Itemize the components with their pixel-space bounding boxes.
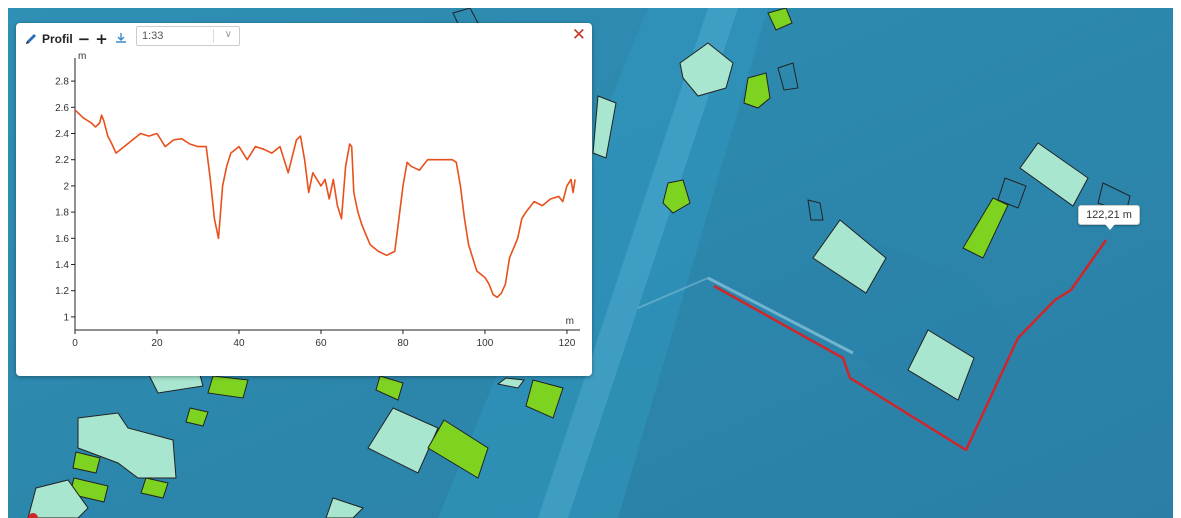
building-green <box>767 8 793 31</box>
y-tick-label: 1.6 <box>55 234 69 245</box>
building-outline <box>807 199 824 221</box>
scale-select[interactable]: 1:33 ∨ <box>136 26 240 46</box>
building-outline <box>777 62 799 91</box>
download-icon[interactable] <box>115 32 127 47</box>
x-axis-unit: m <box>566 316 574 327</box>
building <box>679 42 734 97</box>
y-tick-label: 2.8 <box>55 77 69 88</box>
zoom-out-button[interactable]: − <box>77 30 91 48</box>
building-green <box>72 451 101 474</box>
x-tick-label: 20 <box>151 338 163 349</box>
building <box>812 219 887 294</box>
field-area <box>718 238 1018 448</box>
x-tick-label: 40 <box>233 338 245 349</box>
building-green <box>525 379 564 419</box>
chevron-down-icon: ∨ <box>224 29 232 40</box>
building <box>907 329 975 401</box>
building-green <box>140 477 169 499</box>
y-tick-label: 2 <box>63 181 69 192</box>
building <box>77 412 177 479</box>
y-tick-label: 2.2 <box>55 155 69 166</box>
building-green <box>427 419 489 479</box>
profile-series-line <box>74 109 576 299</box>
close-icon[interactable]: ✕ <box>571 25 586 45</box>
start-marker[interactable] <box>28 513 38 518</box>
pencil-icon <box>24 32 38 46</box>
road-band <box>438 8 768 518</box>
building-green <box>185 407 209 427</box>
building <box>592 95 617 159</box>
building <box>367 407 439 474</box>
scale-value: 1:33 <box>142 30 164 42</box>
x-tick-label: 80 <box>397 338 409 349</box>
profile-toolbar: Profil − + <box>24 29 127 49</box>
building-green <box>743 72 771 109</box>
y-tick-label: 1.2 <box>55 286 69 297</box>
profile-title: Profil <box>42 32 73 46</box>
measure-distance-label: 122,21 m <box>1078 205 1140 230</box>
y-tick-label: 1.4 <box>55 260 69 271</box>
measure-line[interactable] <box>713 239 1108 452</box>
select-divider <box>213 29 214 43</box>
ditch-ridge <box>707 276 854 355</box>
y-tick-label: 2.6 <box>55 103 69 114</box>
profile-chart: 1 1.2 1.4 1.6 1.8 2 2.2 2.4 2.6 2.8 0 20 40 60 80 100 12… <box>55 51 580 349</box>
building <box>325 497 364 518</box>
building <box>1019 142 1089 207</box>
x-tick-label: 0 <box>72 338 78 349</box>
building <box>27 479 89 518</box>
building-green <box>962 197 1009 259</box>
ditch-ridge-2 <box>637 277 709 309</box>
building-green <box>662 179 691 214</box>
y-tick-label: 2.4 <box>55 129 69 140</box>
building <box>496 377 525 389</box>
x-tick-label: 100 <box>477 338 494 349</box>
x-tick-label: 120 <box>559 338 576 349</box>
profile-panel: 1 1.2 1.4 1.6 1.8 2 2.2 2.4 2.6 2.8 0 20 40 60 80 100 12… <box>16 23 592 376</box>
building-green <box>375 375 404 401</box>
zoom-in-button[interactable]: + <box>95 30 108 48</box>
y-tick-label: 1.8 <box>55 208 69 219</box>
building-outline <box>997 177 1027 209</box>
x-tick-label: 60 <box>315 338 327 349</box>
y-axis-unit: m <box>78 51 86 62</box>
y-tick-label: 1 <box>63 312 69 323</box>
road-edge <box>538 8 738 518</box>
building-green <box>207 375 249 399</box>
